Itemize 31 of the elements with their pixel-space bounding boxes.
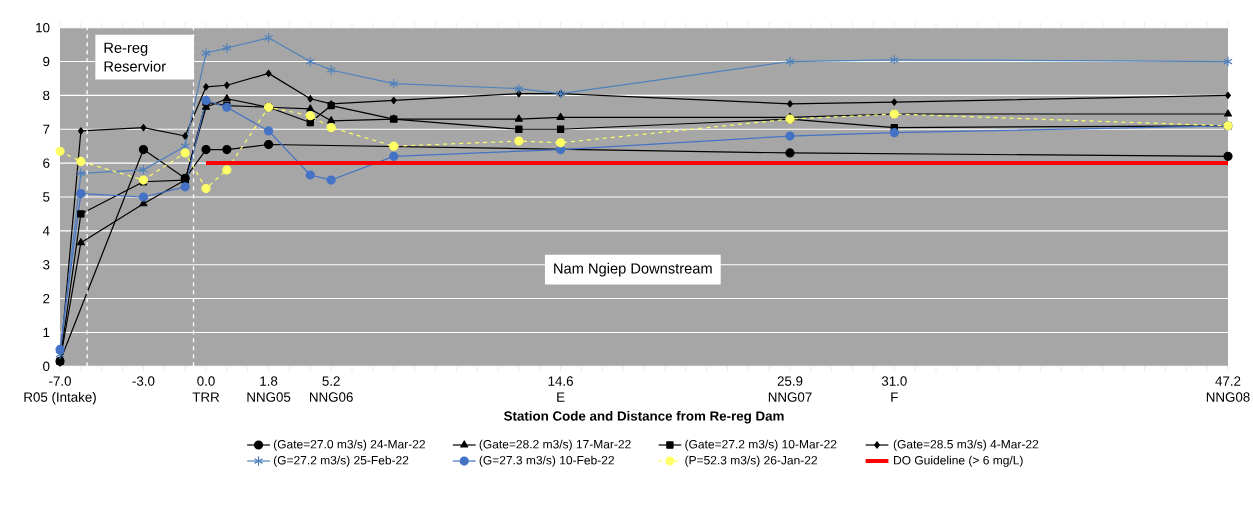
x-tick-label: 5.2 NNG06 [310,376,353,402]
y-tick-label: 5 [43,192,50,202]
y-tick-label: 7 [43,124,50,134]
x-tick-label: 47.2 NNG08 [1206,376,1250,402]
x-tick-label: 14.6 E [548,376,573,402]
legend-label: DO Guideline (> 6 mg/L) [894,455,1023,467]
y-tick-label: 3 [43,260,50,270]
legend-label: (Gate=27.2 m3/s) 10-Mar-22 [685,439,837,451]
legend-label: (G=27.2 m3/s) 25-Feb-22 [273,455,409,467]
legend-label: (Gate=27.0 m3/s) 24-Mar-22 [273,439,425,451]
x-tick-label: 1.8 NNG05 [247,376,291,402]
legend-label: (Gate=28.5 m3/s) 4-Mar-22 [893,439,1039,451]
x-axis-title: Station Code and Distance from Re-reg Dam [503,410,784,424]
x-tick-label: 31.0 F [881,376,907,402]
y-tick-label: 6 [43,158,50,168]
y-tick-label: 4 [42,226,50,236]
legend-label: (Gate=28.2 m3/s) 17-Mar-22 [479,439,631,451]
x-tick-label: -7.0 R05 (Intake) [24,376,96,405]
annotation: Re-reg Reservior [104,42,166,72]
y-tick-label: 0 [43,361,50,372]
y-tick-label: 8 [43,90,50,101]
y-tick-label: 1 [43,327,50,338]
y-tick-label: 9 [43,56,50,67]
legend-label: (G=27.3 m3/s) 10-Feb-22 [479,455,614,467]
x-tick-label: 25.9 NNG07 [768,376,812,402]
y-tick-label: 10 [36,22,50,33]
legend-label: (P=52.3 m3/s) 26-Jan-22 [685,455,817,467]
x-tick-label: -3.0 [132,376,155,386]
annotation: Nam Ngiep Downstream [554,262,712,277]
y-tick-label: 2 [43,293,50,304]
x-tick-label: 0.0 TRR [192,376,220,402]
